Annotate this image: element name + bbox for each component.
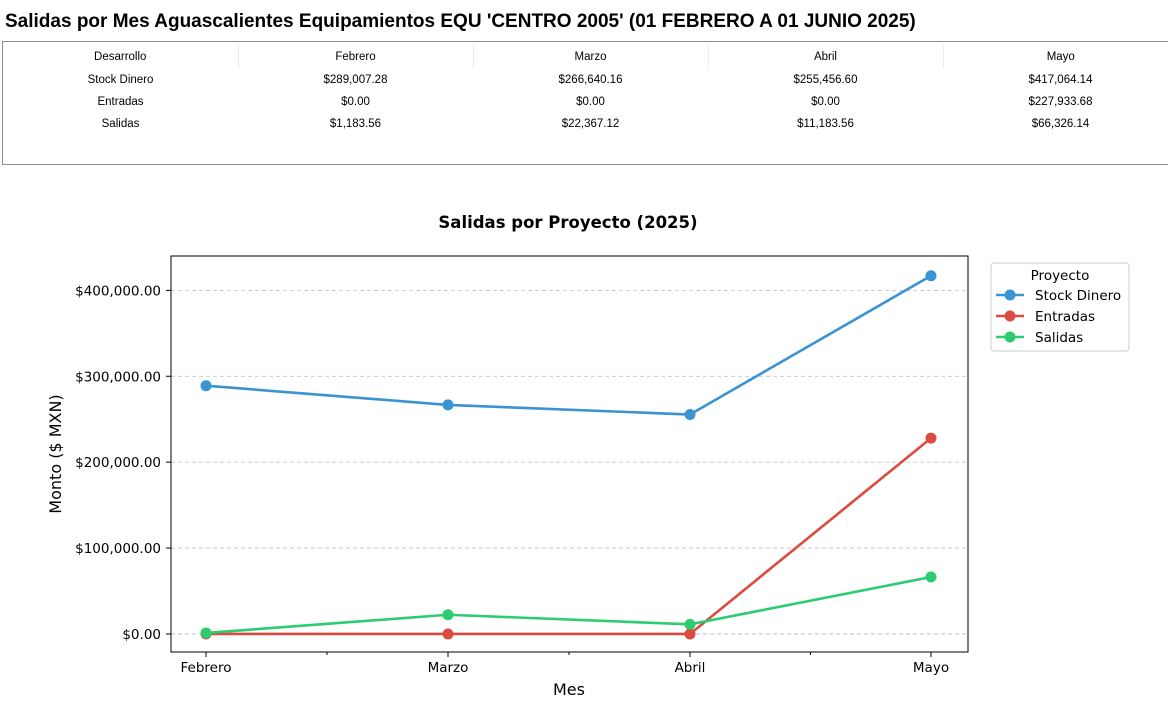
data-point [684, 628, 696, 640]
table-header-row: Desarrollo Febrero Marzo Abril Mayo [3, 45, 1168, 69]
x-tick-label: Febrero [181, 660, 232, 676]
summary-table: Desarrollo Febrero Marzo Abril Mayo Stoc… [2, 41, 1168, 165]
table-row: Entradas $0.00 $0.00 $0.00 $227,933.68 [3, 91, 1168, 113]
table-cell: Stock Dinero [87, 74, 154, 86]
y-tick-label: $200,000.00 [75, 455, 161, 471]
table-cell: $66,326.14 [1031, 118, 1090, 130]
series-line [205, 274, 932, 416]
table-cell: $1,183.56 [329, 118, 382, 130]
legend-entry: Stock Dinero [996, 288, 1121, 304]
table-cell: $11,183.56 [797, 118, 854, 130]
table-cell: $0.00 [811, 96, 840, 108]
column-header: Mayo [1046, 51, 1075, 63]
legend-entry: Entradas [996, 309, 1095, 325]
table-cell: $289,007.28 [323, 74, 388, 86]
x-axis-label: Mes [553, 680, 585, 699]
table-cell: Salidas [101, 118, 140, 130]
data-point [684, 409, 696, 421]
table-cell: $417,064.14 [1028, 74, 1093, 86]
column-header: Abril [708, 45, 944, 69]
legend: Proyecto Stock Dinero Entradas Salidas [990, 262, 1130, 352]
y-tick-label: $400,000.00 [75, 283, 161, 299]
series-line [206, 437, 932, 636]
legend-entry: Salidas [996, 330, 1083, 346]
data-point [684, 618, 696, 630]
data-point [925, 571, 937, 583]
data-point [442, 399, 454, 411]
table-cell: $0.00 [576, 96, 605, 108]
table-cell: $227,933.68 [1028, 96, 1093, 108]
table-row: Stock Dinero $289,007.28 $266,640.16 $25… [3, 69, 1168, 91]
line-chart: Salidas por Proyecto (2025) $0.00 $100,00… [46, 213, 1130, 699]
y-tick-label: $300,000.00 [75, 369, 161, 385]
data-point [442, 628, 454, 640]
x-tick-label: Marzo [428, 660, 469, 676]
legend-marker [1004, 310, 1016, 322]
y-axis-label: Monto ($ MXN) [46, 394, 65, 513]
table-cell: $22,367.12 [561, 118, 620, 130]
legend-label: Stock Dinero [1035, 288, 1121, 304]
legend-marker [1004, 331, 1016, 343]
legend-marker [1004, 289, 1016, 301]
y-tick-label: $0.00 [122, 627, 161, 643]
data-point [200, 380, 212, 392]
y-tick-label: $100,000.00 [75, 541, 161, 557]
table-row: Salidas $1,183.56 $22,367.12 $11,183.56 … [3, 113, 1168, 135]
table-cell: Entradas [97, 96, 144, 108]
chart-title: Salidas por Proyecto (2025) [438, 213, 697, 232]
series-line [205, 575, 932, 635]
table-cell: $266,640.16 [558, 74, 623, 86]
x-tick-label: Mayo [913, 660, 949, 676]
table-cell: $255,456.60 [793, 74, 858, 86]
legend-title: Proyecto [1031, 268, 1090, 284]
column-header: Desarrollo [3, 45, 239, 69]
column-header: Febrero [238, 45, 474, 69]
legend-label: Salidas [1035, 330, 1083, 346]
legend-label: Entradas [1035, 309, 1095, 325]
legend-box [990, 262, 1130, 352]
table-cell: $0.00 [341, 96, 370, 108]
data-point [442, 609, 454, 621]
data-point [925, 270, 937, 282]
page-title: Salidas por Mes Aguascalientes Equipamie… [5, 11, 916, 32]
column-header: Marzo [473, 45, 709, 69]
data-point [925, 432, 937, 444]
x-tick-label: Abril [675, 660, 706, 676]
data-point [200, 627, 212, 639]
